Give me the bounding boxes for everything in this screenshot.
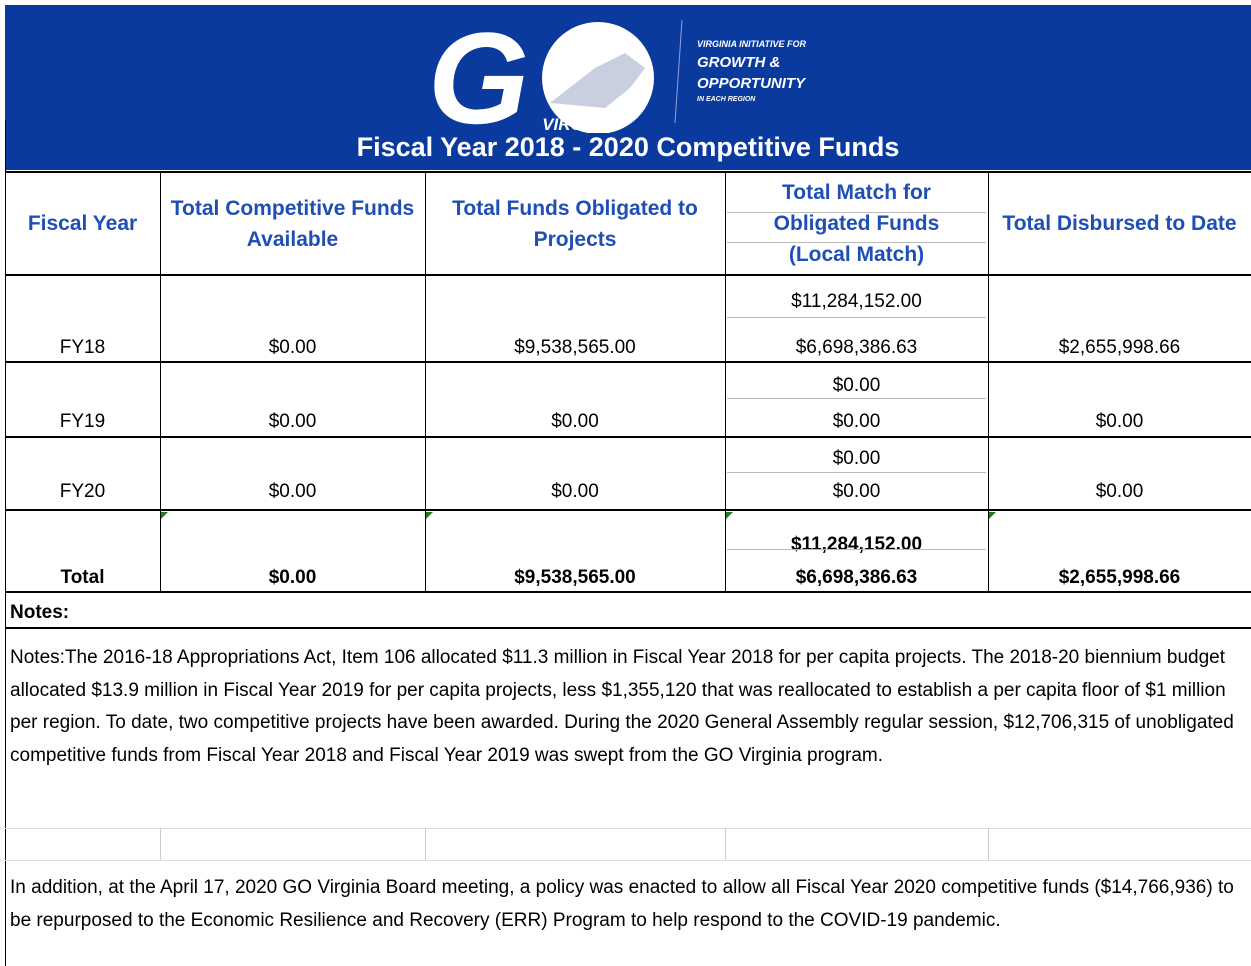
notes-paragraph: Notes:The 2016-18 Appropriations Act, It… [10,647,1234,766]
cell: $0.00 [832,481,881,502]
column-header: Total Match for Obligated Funds (Local M… [773,181,940,266]
cell-marker [161,512,168,519]
empty-col-line [725,828,726,860]
sub-line [727,317,986,318]
cell: $11,284,152.00 [790,534,923,555]
notes-paragraph: In addition, at the April 17, 2020 GO Vi… [10,877,1234,931]
cell: $0.00 [268,337,317,358]
cell: $9,538,565.00 [514,567,636,588]
col-line [5,120,6,966]
empty-col-line [160,828,161,860]
logo-tagline: IN EACH REGION [697,96,756,103]
row-line [5,436,1251,438]
cell: $0.00 [832,375,881,396]
cell: $0.00 [551,411,599,432]
empty-row-line [5,860,1251,861]
row-line [5,509,1251,511]
cell: $0.00 [268,567,317,588]
col-line [425,172,426,592]
title: Fiscal Year 2018 - 2020 Competitive Fund… [356,132,900,162]
empty-row-line [5,828,1251,829]
cell: $2,655,998.66 [1058,337,1181,358]
column-header: Fiscal Year [27,212,138,235]
col-line [988,172,989,592]
cell: $6,698,386.63 [795,337,918,358]
cell: $0.00 [1095,481,1144,502]
cell: $0.00 [832,448,881,469]
cell: FY20 [59,481,106,502]
sub-line [727,398,986,399]
cell: $9,538,565.00 [514,337,636,358]
column-header: Total Competitive Funds Available [170,196,415,251]
col-line [725,172,726,592]
empty-col-line [988,828,989,860]
empty-col-line [425,828,426,860]
row-line [5,591,1251,593]
cell: $0.00 [268,481,317,502]
row-line [5,361,1251,363]
cell: $2,655,998.66 [1058,567,1181,588]
logo-name: VIRGINIA [542,115,618,133]
cell: FY19 [59,411,106,432]
column-header: Total Disbursed to Date [1002,212,1237,235]
logo-tagline: VIRGINIA INITIATIVE FOR [697,39,807,49]
logo-mark: G [428,8,529,133]
cell-marker [426,512,433,519]
logo: G VIRGINIA VIRGINIA INITIATIVE FOR GROWT… [428,8,807,133]
logo-tagline: GROWTH & [697,54,780,71]
logo-divider [674,19,683,124]
cell: $0.00 [268,411,317,432]
row-line [5,627,1251,629]
cell: $6,698,386.63 [795,567,918,588]
col-line [160,172,161,592]
row-line [5,171,1251,173]
cell: $0.00 [1095,411,1144,432]
header-sub-line [727,242,986,243]
cell-marker [726,512,733,519]
column-header: Total Funds Obligated to Projects [452,196,698,251]
row-line [5,274,1251,276]
cell: Total [60,567,105,588]
cell-marker [989,512,996,519]
cell: FY18 [59,337,106,358]
logo-map [550,53,645,108]
logo-tagline: OPPORTUNITY [697,75,807,92]
cell: $0.00 [551,481,599,502]
notes-label: Notes: [10,602,70,623]
header-sub-line [727,212,986,213]
sub-line [727,549,986,550]
cell: $11,284,152.00 [791,291,922,312]
sub-line [727,472,986,473]
cell: $0.00 [832,411,881,432]
